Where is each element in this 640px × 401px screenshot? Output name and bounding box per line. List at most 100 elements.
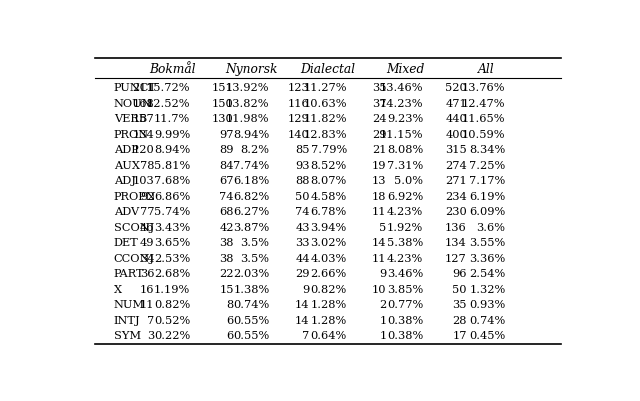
Text: 2.53%: 2.53% <box>154 253 190 263</box>
Text: 1.38%: 1.38% <box>233 284 269 294</box>
Text: 6.82%: 6.82% <box>233 191 269 201</box>
Text: 136: 136 <box>445 222 467 232</box>
Text: 6.27%: 6.27% <box>233 207 269 217</box>
Text: 4.23%: 4.23% <box>387 253 423 263</box>
Text: 3.55%: 3.55% <box>469 238 506 248</box>
Text: 400: 400 <box>445 130 467 140</box>
Text: 3.46%: 3.46% <box>387 269 423 279</box>
Text: 35: 35 <box>452 300 467 310</box>
Text: 7.31%: 7.31% <box>387 160 423 170</box>
Text: 42: 42 <box>220 222 234 232</box>
Text: ADV: ADV <box>114 207 139 217</box>
Text: 38: 38 <box>220 253 234 263</box>
Text: 5.81%: 5.81% <box>154 160 190 170</box>
Text: 151: 151 <box>212 83 234 93</box>
Text: 6.78%: 6.78% <box>310 207 347 217</box>
Text: 5.0%: 5.0% <box>394 176 423 186</box>
Text: 116: 116 <box>288 99 310 109</box>
Text: 520: 520 <box>445 83 467 93</box>
Text: 123: 123 <box>288 83 310 93</box>
Text: 3: 3 <box>147 330 154 340</box>
Text: 0.55%: 0.55% <box>233 330 269 340</box>
Text: PRON: PRON <box>114 130 149 140</box>
Text: 6: 6 <box>227 330 234 340</box>
Text: 6.19%: 6.19% <box>469 191 506 201</box>
Text: 14: 14 <box>295 300 310 310</box>
Text: 0.52%: 0.52% <box>154 315 190 325</box>
Text: 29: 29 <box>295 269 310 279</box>
Text: 37: 37 <box>372 99 387 109</box>
Text: 0.38%: 0.38% <box>387 315 423 325</box>
Text: SCONJ: SCONJ <box>114 222 154 232</box>
Text: 8.08%: 8.08% <box>387 145 423 155</box>
Text: 0.22%: 0.22% <box>154 330 190 340</box>
Text: 5: 5 <box>380 222 387 232</box>
Text: 50: 50 <box>295 191 310 201</box>
Text: 18: 18 <box>372 191 387 201</box>
Text: 0.82%: 0.82% <box>154 300 190 310</box>
Text: 134: 134 <box>445 238 467 248</box>
Text: 8.94%: 8.94% <box>233 130 269 140</box>
Text: 3.85%: 3.85% <box>387 284 423 294</box>
Text: 3.5%: 3.5% <box>241 238 269 248</box>
Text: 0.77%: 0.77% <box>387 300 423 310</box>
Text: PART: PART <box>114 269 145 279</box>
Text: 168: 168 <box>132 99 154 109</box>
Text: 2.03%: 2.03% <box>233 269 269 279</box>
Text: 6.86%: 6.86% <box>154 191 190 201</box>
Text: 127: 127 <box>445 253 467 263</box>
Text: CCONJ: CCONJ <box>114 253 155 263</box>
Text: 43: 43 <box>295 222 310 232</box>
Text: 234: 234 <box>445 191 467 201</box>
Text: 8.07%: 8.07% <box>310 176 347 186</box>
Text: 3.36%: 3.36% <box>469 253 506 263</box>
Text: 11: 11 <box>372 253 387 263</box>
Text: 16: 16 <box>140 284 154 294</box>
Text: 9: 9 <box>380 269 387 279</box>
Text: 67: 67 <box>220 176 234 186</box>
Text: 10.59%: 10.59% <box>462 130 506 140</box>
Text: 74: 74 <box>295 207 310 217</box>
Text: 50: 50 <box>452 284 467 294</box>
Text: All: All <box>478 63 495 75</box>
Text: 11.27%: 11.27% <box>303 83 347 93</box>
Text: 15: 15 <box>220 284 234 294</box>
Text: 85: 85 <box>295 145 310 155</box>
Text: 11: 11 <box>372 207 387 217</box>
Text: INTJ: INTJ <box>114 315 140 325</box>
Text: 4.58%: 4.58% <box>310 191 347 201</box>
Text: 134: 134 <box>132 130 154 140</box>
Text: 13.92%: 13.92% <box>226 83 269 93</box>
Text: 129: 129 <box>288 114 310 124</box>
Text: 1.92%: 1.92% <box>387 222 423 232</box>
Text: 8.2%: 8.2% <box>241 145 269 155</box>
Text: 14: 14 <box>372 238 387 248</box>
Text: 35: 35 <box>372 83 387 93</box>
Text: 440: 440 <box>445 114 467 124</box>
Text: 12.47%: 12.47% <box>462 99 506 109</box>
Text: 0.82%: 0.82% <box>310 284 347 294</box>
Text: 1.19%: 1.19% <box>154 284 190 294</box>
Text: DET: DET <box>114 238 138 248</box>
Text: PUNCT: PUNCT <box>114 83 157 93</box>
Text: 84: 84 <box>220 160 234 170</box>
Text: 7: 7 <box>302 330 310 340</box>
Text: 12.83%: 12.83% <box>303 130 347 140</box>
Text: 1: 1 <box>380 315 387 325</box>
Text: 19: 19 <box>372 160 387 170</box>
Text: 14.23%: 14.23% <box>380 99 423 109</box>
Text: 11.98%: 11.98% <box>226 114 269 124</box>
Text: 11.7%: 11.7% <box>154 114 190 124</box>
Text: 2: 2 <box>380 300 387 310</box>
Text: 88: 88 <box>295 176 310 186</box>
Text: 13.46%: 13.46% <box>380 83 423 93</box>
Text: 34: 34 <box>140 253 154 263</box>
Text: 3.94%: 3.94% <box>310 222 347 232</box>
Text: 97: 97 <box>220 130 234 140</box>
Text: 3.43%: 3.43% <box>154 222 190 232</box>
Text: 0.74%: 0.74% <box>469 315 506 325</box>
Text: 11.15%: 11.15% <box>380 130 423 140</box>
Text: 36: 36 <box>140 269 154 279</box>
Text: 28: 28 <box>452 315 467 325</box>
Text: 7.17%: 7.17% <box>469 176 506 186</box>
